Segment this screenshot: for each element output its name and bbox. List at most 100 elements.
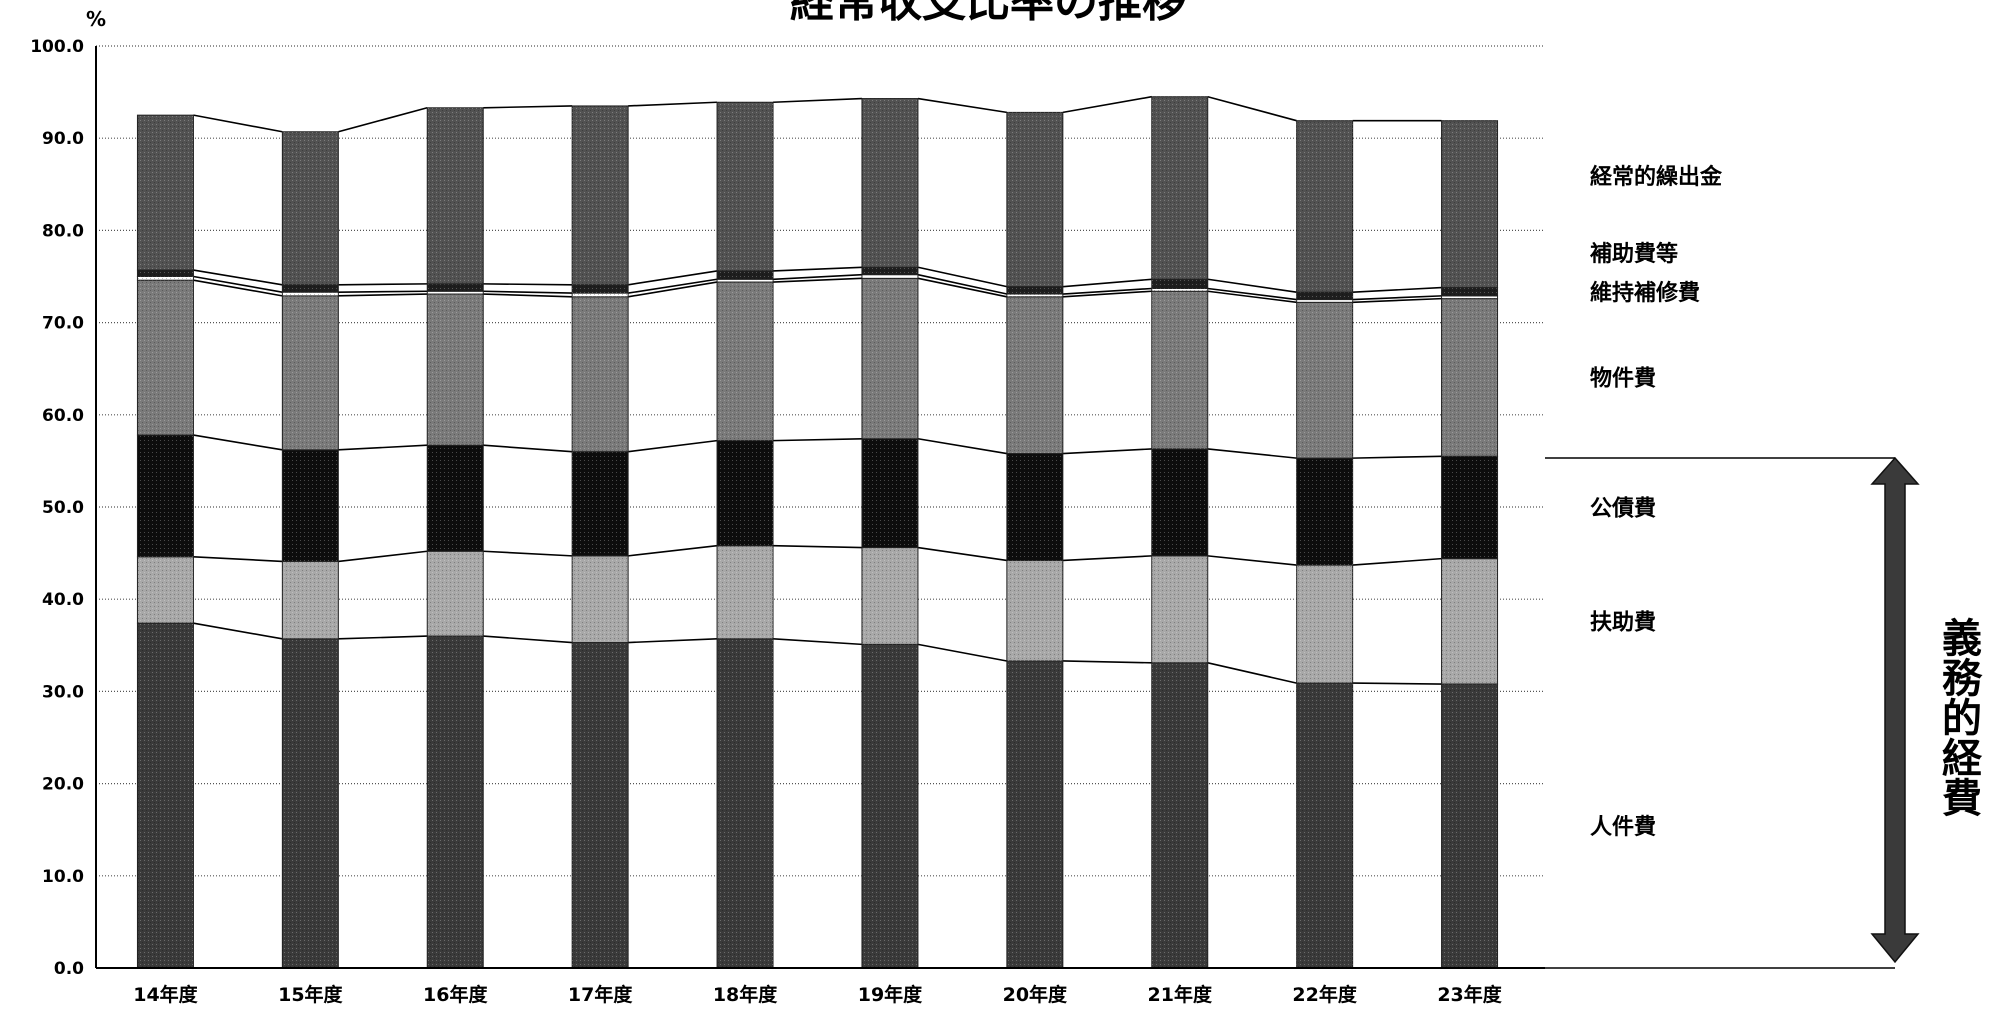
series-connector [338, 291, 427, 292]
bar-segment-texture [1152, 556, 1208, 663]
bar-segment-texture [862, 644, 918, 968]
bar-segment-texture [1297, 121, 1353, 292]
bar-segment-texture [137, 557, 193, 623]
bar-segment-texture [717, 102, 773, 271]
bar-segment-texture [862, 275, 918, 279]
bar-segment-texture [1442, 684, 1498, 968]
series-connector [338, 108, 427, 132]
x-category-label: 16年度 [423, 983, 488, 1006]
series-connector [483, 284, 572, 285]
series-connector [1063, 661, 1152, 663]
series-connector [918, 439, 1007, 454]
series-connector [1063, 288, 1152, 294]
bar-segment-texture [137, 435, 193, 557]
bar-segment-texture [717, 639, 773, 968]
chart-title: 経常収支比率の推移 [790, 0, 1186, 27]
series-connector [338, 551, 427, 561]
series-label: 公債費 [1590, 496, 1656, 521]
series-connector [1063, 556, 1152, 561]
bar-segment-texture [572, 285, 628, 293]
y-tick-label: 20.0 [42, 775, 84, 795]
series-connector [483, 291, 572, 293]
bar-segment-texture [572, 106, 628, 285]
bar-segment-texture [572, 556, 628, 643]
series-label: 物件費 [1590, 365, 1656, 391]
bar-segment-texture [572, 452, 628, 556]
bar-segment-texture [1442, 299, 1498, 457]
bar-segment-texture [1442, 559, 1498, 684]
series-connector [1208, 291, 1297, 302]
bar-segment-texture [1442, 121, 1498, 288]
series-connector [773, 639, 862, 645]
series-connector [1208, 97, 1297, 121]
bar-segment-texture [282, 132, 338, 285]
bar-segment-texture [137, 115, 193, 270]
series-labels: 人件費 扶助費 公債費 物件費 維持補修費 補助費等 経常的繰出金 [1589, 164, 1723, 840]
series-connector [628, 102, 717, 106]
bar-segment-texture [282, 561, 338, 638]
series-connector [1353, 288, 1442, 293]
series-connector [773, 99, 862, 103]
bar-segment-texture [282, 292, 338, 296]
bar-segment-texture [427, 636, 483, 968]
y-tick-label: 60.0 [42, 406, 84, 426]
bar-segment-texture [717, 441, 773, 546]
bar-segment-texture [1297, 458, 1353, 565]
bar-segment-texture [282, 450, 338, 562]
bar-segment-texture [572, 643, 628, 968]
series-label: 補助費等 [1589, 241, 1678, 267]
bar-segment-texture [427, 108, 483, 284]
bar-segment-texture [1152, 97, 1208, 280]
series-connector [338, 294, 427, 296]
bar-segment-texture [1297, 565, 1353, 683]
bar-segment-texture [717, 282, 773, 441]
series-connector [483, 445, 572, 451]
series-connector [483, 106, 572, 108]
series-connector [918, 548, 1007, 561]
series-connector-lines [193, 97, 1441, 684]
y-tick-label: 90.0 [42, 129, 84, 149]
bar-segment-texture [1152, 291, 1208, 449]
series-connector [338, 284, 427, 285]
series-connector [1063, 97, 1152, 113]
bar-segment-texture [137, 270, 193, 276]
bar-segment-texture [1442, 456, 1498, 558]
y-axis-tick-labels: 0.0 10.0 20.0 30.0 40.0 50.0 60.0 70.0 80.0 90.0 1… [30, 37, 84, 979]
series-connector [628, 546, 717, 556]
bar-segment-texture [862, 99, 918, 268]
bars [137, 97, 1497, 968]
bar-segment-texture [282, 296, 338, 450]
x-category-label: 17年度 [568, 983, 633, 1006]
series-label: 扶助費 [1590, 610, 1656, 635]
bar-segment-texture [427, 445, 483, 551]
series-connector [1063, 449, 1152, 454]
series-connector [193, 557, 282, 562]
bar-segment-texture [1007, 297, 1063, 454]
bar-segment-texture [1152, 279, 1208, 288]
bar-segment-texture [137, 623, 193, 968]
series-connector [628, 639, 717, 643]
double-arrow-icon [1872, 458, 1918, 962]
bar-segment-texture [862, 278, 918, 438]
series-connector [483, 551, 572, 556]
y-tick-label: 100.0 [30, 37, 84, 57]
series-connector [483, 294, 572, 297]
y-tick-label: 40.0 [42, 590, 84, 610]
bar-segment-texture [717, 546, 773, 639]
series-connector [918, 99, 1007, 113]
bar-segment-texture [427, 551, 483, 636]
series-connector [918, 644, 1007, 661]
series-connector [1353, 683, 1442, 684]
bar-segment-texture [282, 639, 338, 968]
bar-segment-texture [427, 284, 483, 291]
x-category-label: 22年度 [1292, 983, 1357, 1006]
series-connector [483, 636, 572, 642]
bar-segment-texture [1007, 560, 1063, 660]
bar-segment-texture [137, 277, 193, 281]
bar-segment-texture [572, 293, 628, 297]
series-connector [1353, 456, 1442, 458]
bar-segment-texture [1297, 302, 1353, 458]
series-connector [1353, 559, 1442, 565]
